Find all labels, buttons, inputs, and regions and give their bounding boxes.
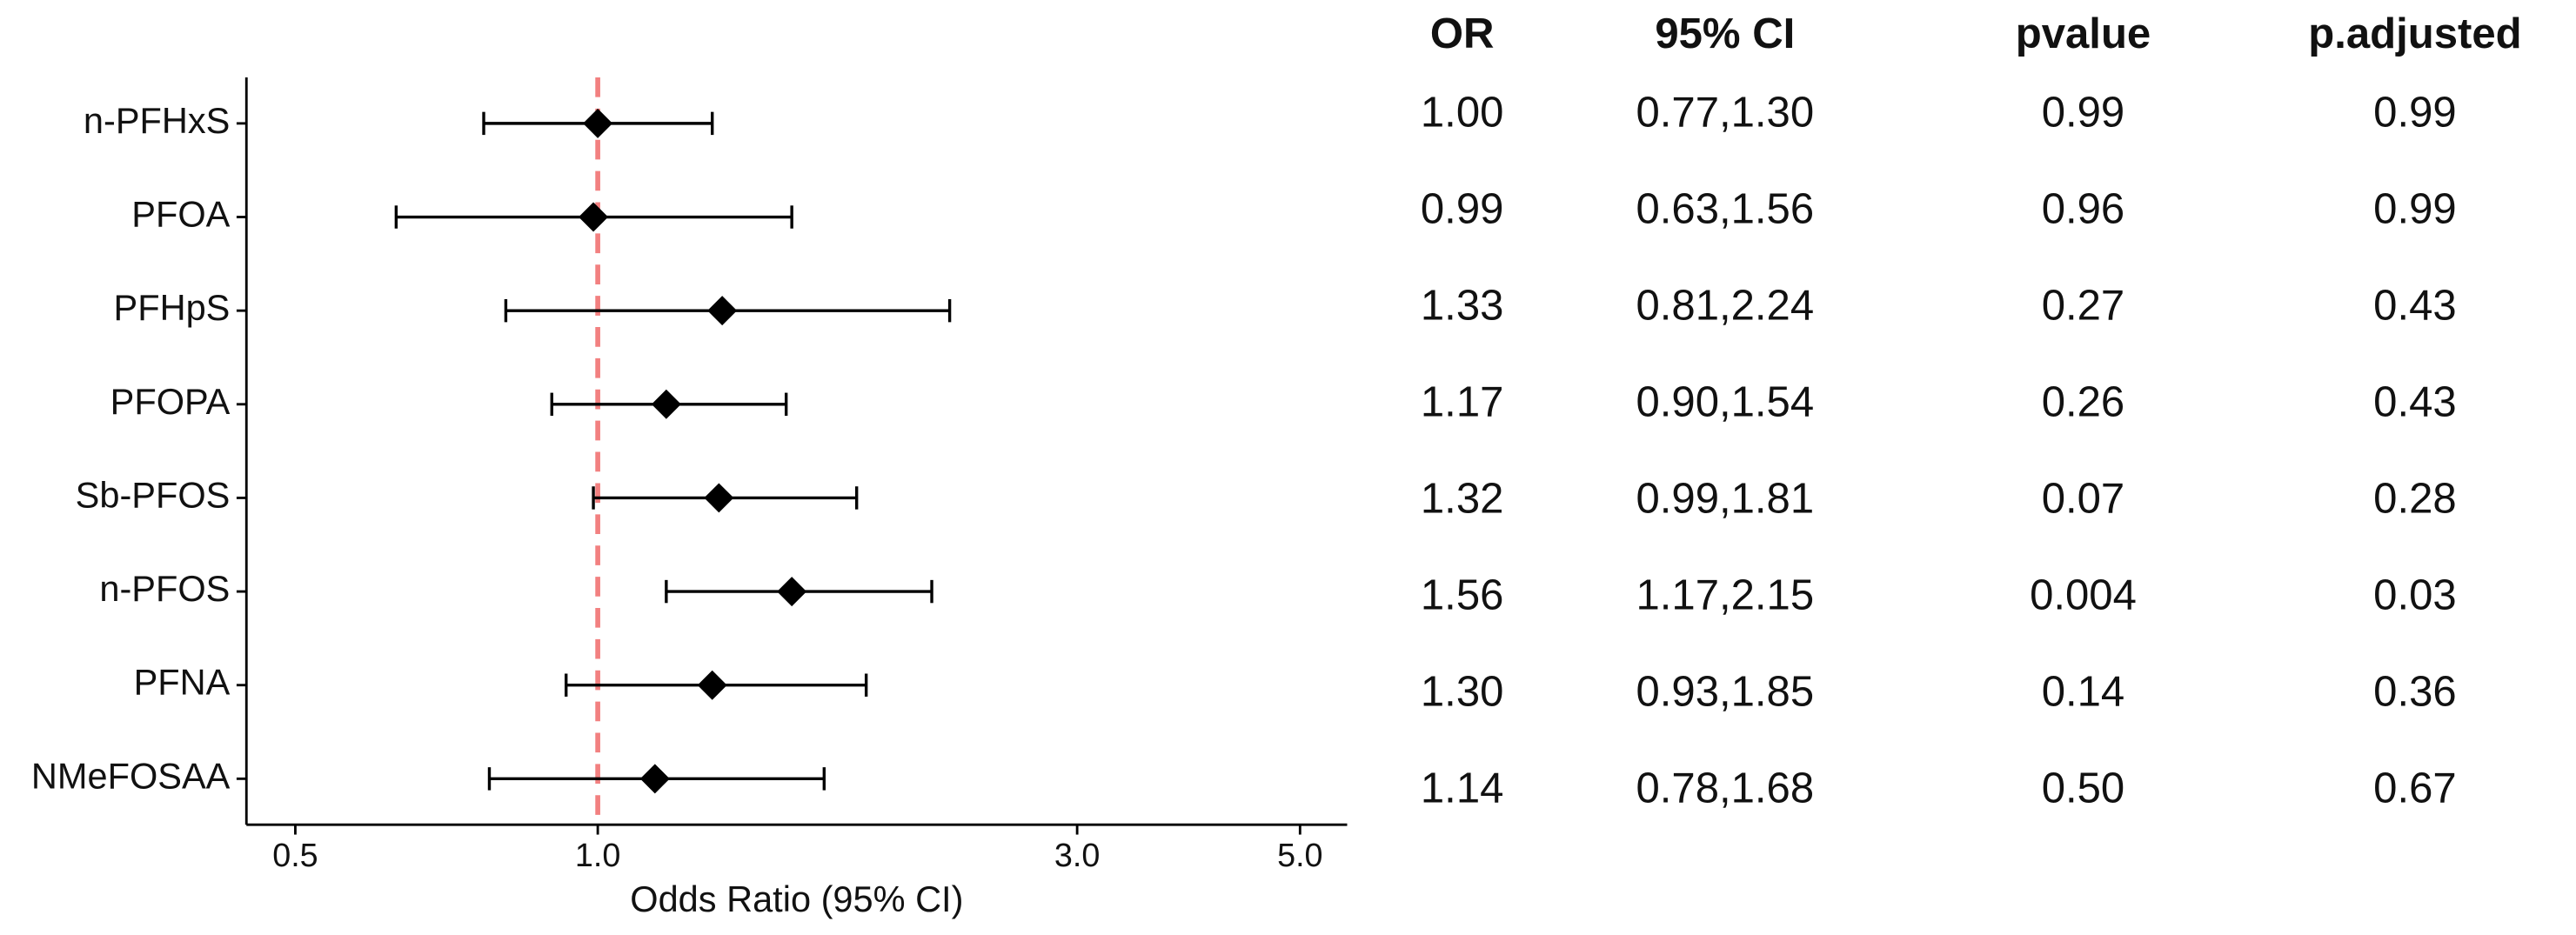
y-tick-label: n-PFOS bbox=[99, 568, 230, 609]
estimate-diamond bbox=[707, 296, 738, 326]
table-cell: 0.99 bbox=[2042, 89, 2125, 136]
x-tick-label: 1.0 bbox=[575, 838, 620, 874]
table-cell: 0.07 bbox=[2042, 476, 2125, 523]
table-cell: 0.99 bbox=[2373, 185, 2457, 232]
table-cell: 0.90,1.54 bbox=[1636, 379, 1814, 426]
estimate-diamond bbox=[579, 202, 609, 232]
table-cell: 1.14 bbox=[1421, 765, 1504, 812]
table-cell: 0.67 bbox=[2373, 765, 2457, 812]
table-header: OR bbox=[1430, 10, 1495, 57]
x-tick-label: 0.5 bbox=[272, 838, 318, 874]
table-cell: 0.36 bbox=[2373, 669, 2457, 716]
table-cell: 0.27 bbox=[2042, 282, 2125, 329]
estimate-diamond bbox=[777, 577, 807, 607]
table-cell: 0.99 bbox=[2373, 89, 2457, 136]
estimate-diamond bbox=[639, 764, 670, 794]
y-tick-label: n-PFHxS bbox=[84, 100, 230, 141]
y-tick-label: PFNA bbox=[134, 662, 231, 703]
table-cell: 0.004 bbox=[2030, 572, 2137, 619]
table-cell: 1.32 bbox=[1421, 476, 1504, 523]
table-cell: 0.81,2.24 bbox=[1636, 282, 1814, 329]
estimate-diamond bbox=[697, 670, 727, 700]
estimate-diamond bbox=[583, 108, 613, 138]
x-tick-label: 5.0 bbox=[1277, 838, 1322, 874]
y-tick-label: Sb-PFOS bbox=[76, 474, 231, 515]
table-cell: 1.56 bbox=[1421, 572, 1504, 619]
table-cell: 1.17,2.15 bbox=[1636, 572, 1814, 619]
table-cell: 1.17 bbox=[1421, 379, 1504, 426]
x-axis-title: Odds Ratio (95% CI) bbox=[630, 878, 963, 919]
table-cell: 0.96 bbox=[2042, 185, 2125, 232]
table-cell: 0.99 bbox=[1421, 185, 1504, 232]
x-tick-label: 3.0 bbox=[1054, 838, 1100, 874]
table-cell: 0.93,1.85 bbox=[1636, 669, 1814, 716]
y-tick-label: PFOPA bbox=[110, 381, 231, 422]
table-cell: 0.28 bbox=[2373, 476, 2457, 523]
table-cell: 0.63,1.56 bbox=[1636, 185, 1814, 232]
table-cell: 0.43 bbox=[2373, 379, 2457, 426]
estimate-diamond bbox=[704, 483, 734, 513]
table-cell: 0.50 bbox=[2042, 765, 2125, 812]
table-cell: 0.03 bbox=[2373, 572, 2457, 619]
table-header: p.adjusted bbox=[2308, 10, 2521, 57]
y-tick-label: PFHpS bbox=[114, 287, 231, 328]
estimate-diamond bbox=[651, 389, 681, 419]
table-cell: 0.77,1.30 bbox=[1636, 89, 1814, 136]
table-cell: 0.78,1.68 bbox=[1636, 765, 1814, 812]
table-cell: 0.99,1.81 bbox=[1636, 476, 1814, 523]
table-cell: 1.00 bbox=[1421, 89, 1504, 136]
table-cell: 1.33 bbox=[1421, 282, 1504, 329]
table-cell: 0.43 bbox=[2373, 282, 2457, 329]
y-tick-label: PFOA bbox=[131, 193, 230, 234]
table-header: pvalue bbox=[2016, 10, 2151, 57]
table-header: 95% CI bbox=[1655, 10, 1795, 57]
y-tick-label: NMeFOSAA bbox=[31, 755, 231, 796]
table-cell: 1.30 bbox=[1421, 669, 1504, 716]
table-cell: 0.14 bbox=[2042, 669, 2125, 716]
table-cell: 0.26 bbox=[2042, 379, 2125, 426]
